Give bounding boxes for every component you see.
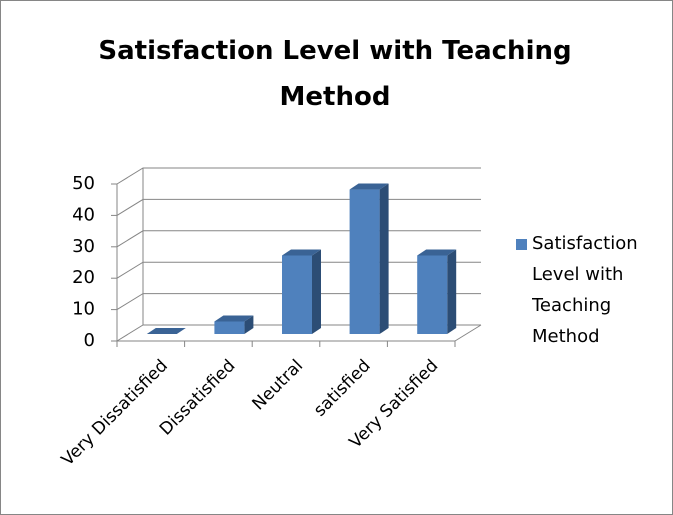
- axis-line: [454, 324, 482, 342]
- bar-top: [146, 328, 186, 334]
- y-tick-label: 40: [72, 204, 95, 225]
- bar-top: [214, 315, 254, 322]
- bar-top: [282, 249, 321, 256]
- bar-top: [349, 183, 389, 190]
- bar-side: [312, 249, 321, 334]
- y-tick-label: 30: [72, 236, 95, 257]
- y-tick-label: 10: [72, 299, 95, 320]
- title-box: Satisfaction Level with Teaching Method: [98, 36, 572, 112]
- bar: [349, 183, 389, 334]
- bar-side: [379, 183, 389, 334]
- y-tick-label: 20: [72, 267, 95, 288]
- legend-box: Satisfaction Level with Teaching Method: [532, 233, 638, 347]
- y-tick-label: 50: [72, 173, 95, 194]
- legend-swatch: [516, 239, 527, 250]
- bar-side: [244, 315, 254, 334]
- bar-front: [349, 189, 380, 334]
- bar: [282, 249, 321, 334]
- y-tick-label: 0: [84, 330, 95, 351]
- grid-line: [116, 167, 481, 185]
- legend-label: Satisfaction Level with Teaching Method: [532, 233, 638, 347]
- bar-front: [214, 321, 245, 334]
- bar-side: [447, 249, 457, 334]
- bar: [146, 328, 186, 334]
- chart-title: Satisfaction Level with Teaching Method: [98, 36, 572, 112]
- bar-front: [282, 255, 312, 334]
- bar: [214, 315, 254, 334]
- bar-top: [417, 249, 457, 256]
- bar: [417, 249, 457, 334]
- bar-front: [417, 255, 448, 334]
